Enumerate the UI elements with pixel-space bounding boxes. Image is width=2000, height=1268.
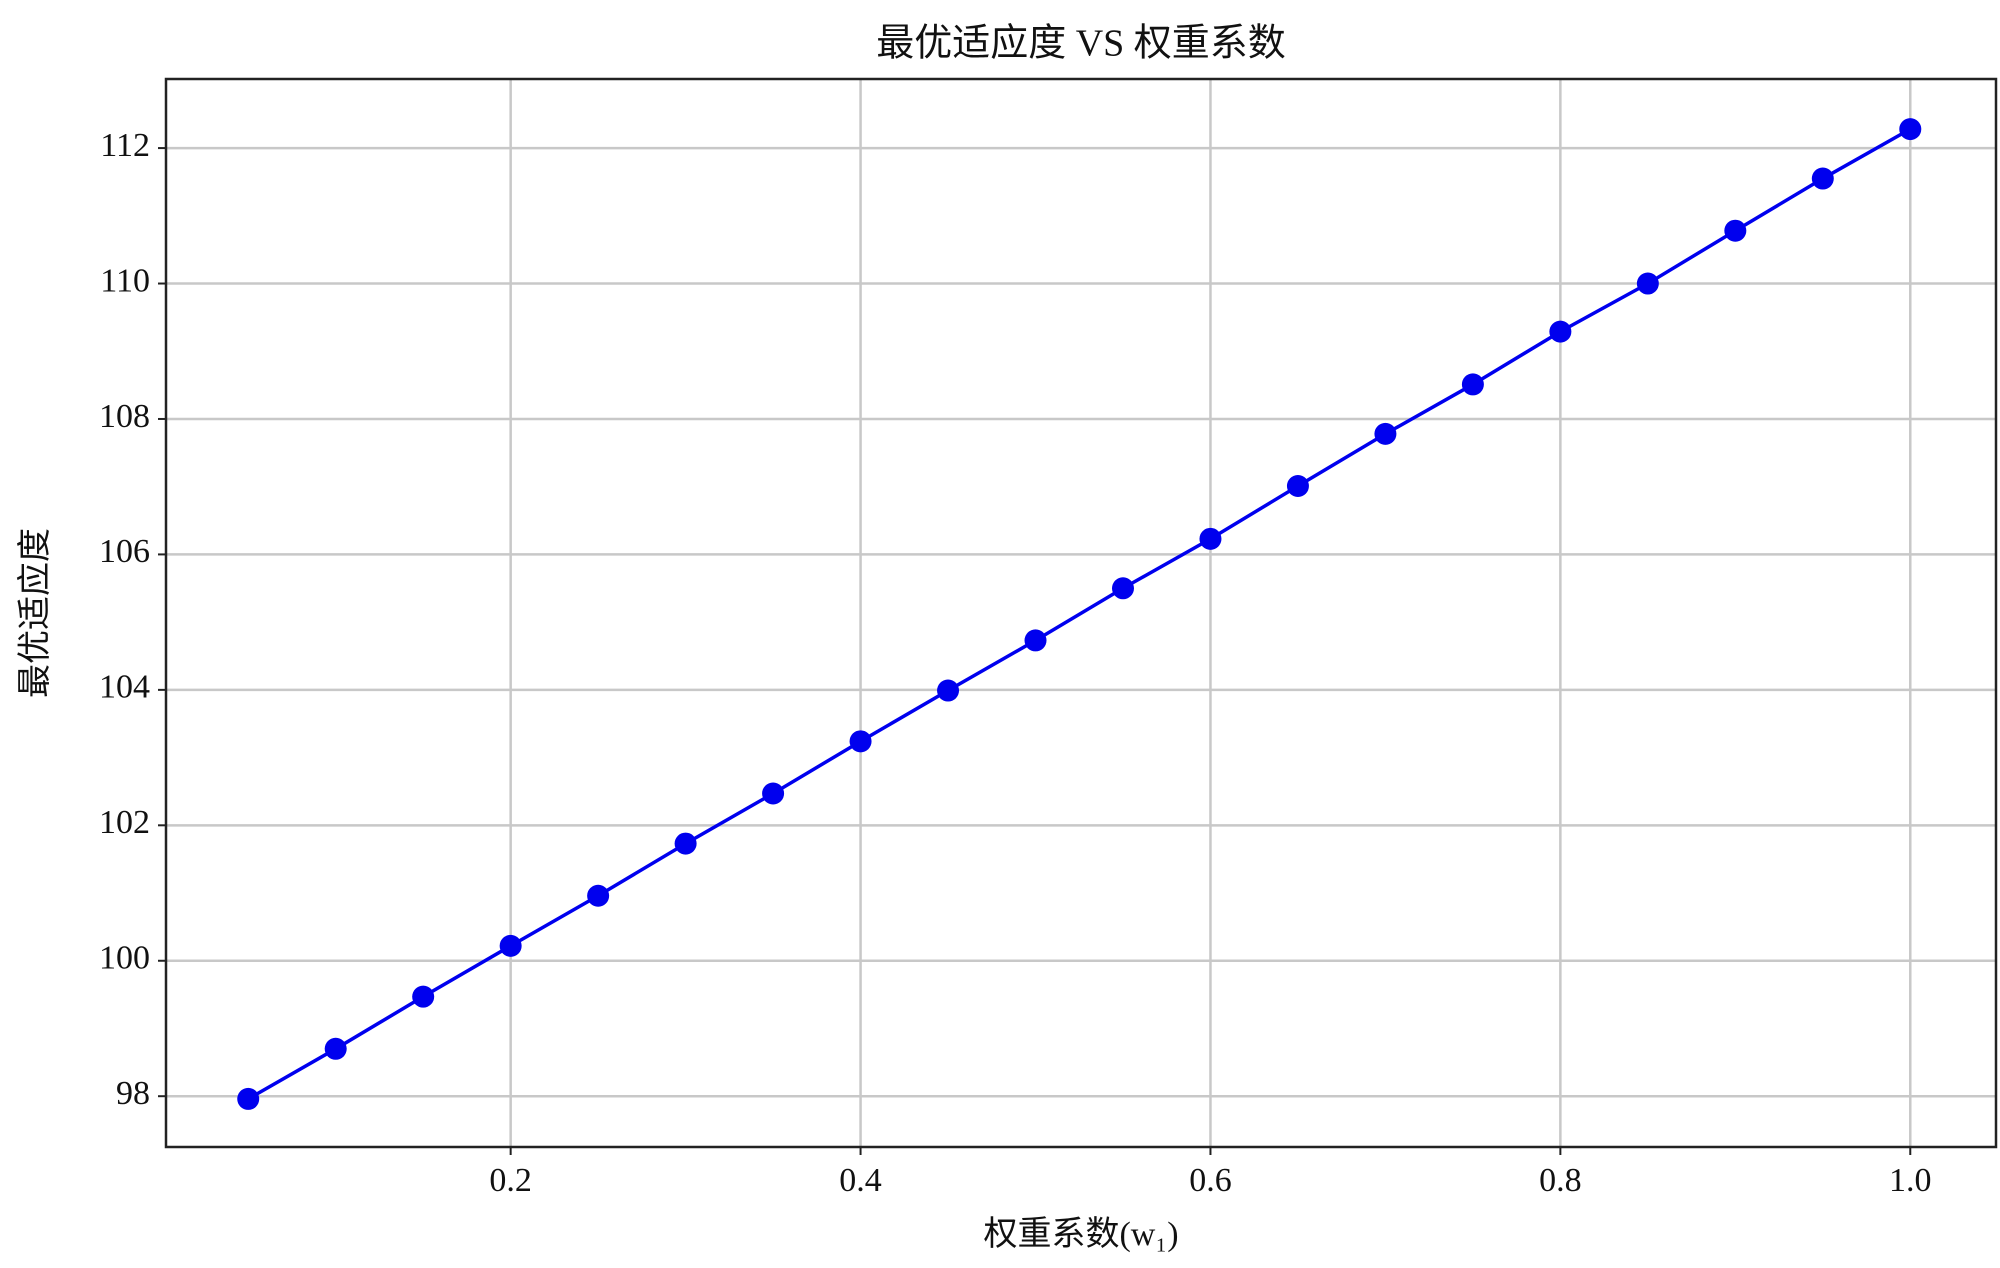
x-tick-label: 0.2: [489, 1162, 532, 1199]
y-axis-label: 最优适应度: [16, 528, 54, 698]
y-tick-label: 110: [100, 262, 150, 299]
data-point: [674, 832, 697, 855]
y-tick-label: 102: [99, 804, 150, 841]
y-tick-label: 106: [99, 533, 150, 570]
x-tick-label: 0.4: [839, 1162, 882, 1199]
data-point: [1811, 167, 1834, 190]
y-tick-label: 112: [100, 127, 150, 164]
data-point: [499, 934, 522, 957]
data-point: [1111, 577, 1134, 600]
data-point: [1899, 118, 1922, 141]
data-point: [1199, 527, 1222, 550]
chart-title: 最优适应度 VS 权重系数: [876, 23, 1286, 65]
data-line: [247, 127, 1912, 1101]
data-point: [324, 1037, 347, 1060]
x-axis-label: 权重系数(w₁): [983, 1215, 1178, 1253]
data-point: [1374, 422, 1397, 445]
plot-frame: [164, 77, 1998, 1149]
data-point: [237, 1087, 260, 1110]
x-tick-label: 0.6: [1189, 1162, 1232, 1199]
data-point: [1461, 373, 1484, 396]
data-point: [1636, 272, 1659, 295]
data-point: [412, 985, 435, 1008]
data-point: [1724, 219, 1747, 242]
y-tick-label: 104: [99, 669, 150, 706]
data-point: [849, 730, 872, 753]
data-point: [762, 782, 785, 805]
x-tick-label: 0.8: [1539, 1162, 1582, 1199]
data-point: [1549, 320, 1572, 343]
y-tick-label: 108: [99, 398, 150, 435]
y-tick-label: 100: [99, 940, 150, 977]
x-tick-label: 1.0: [1889, 1162, 1932, 1199]
data-point: [937, 679, 960, 702]
data-point: [587, 884, 610, 907]
y-tick-label: 98: [116, 1075, 150, 1112]
data-point: [1286, 475, 1309, 498]
data-point: [1024, 629, 1047, 652]
